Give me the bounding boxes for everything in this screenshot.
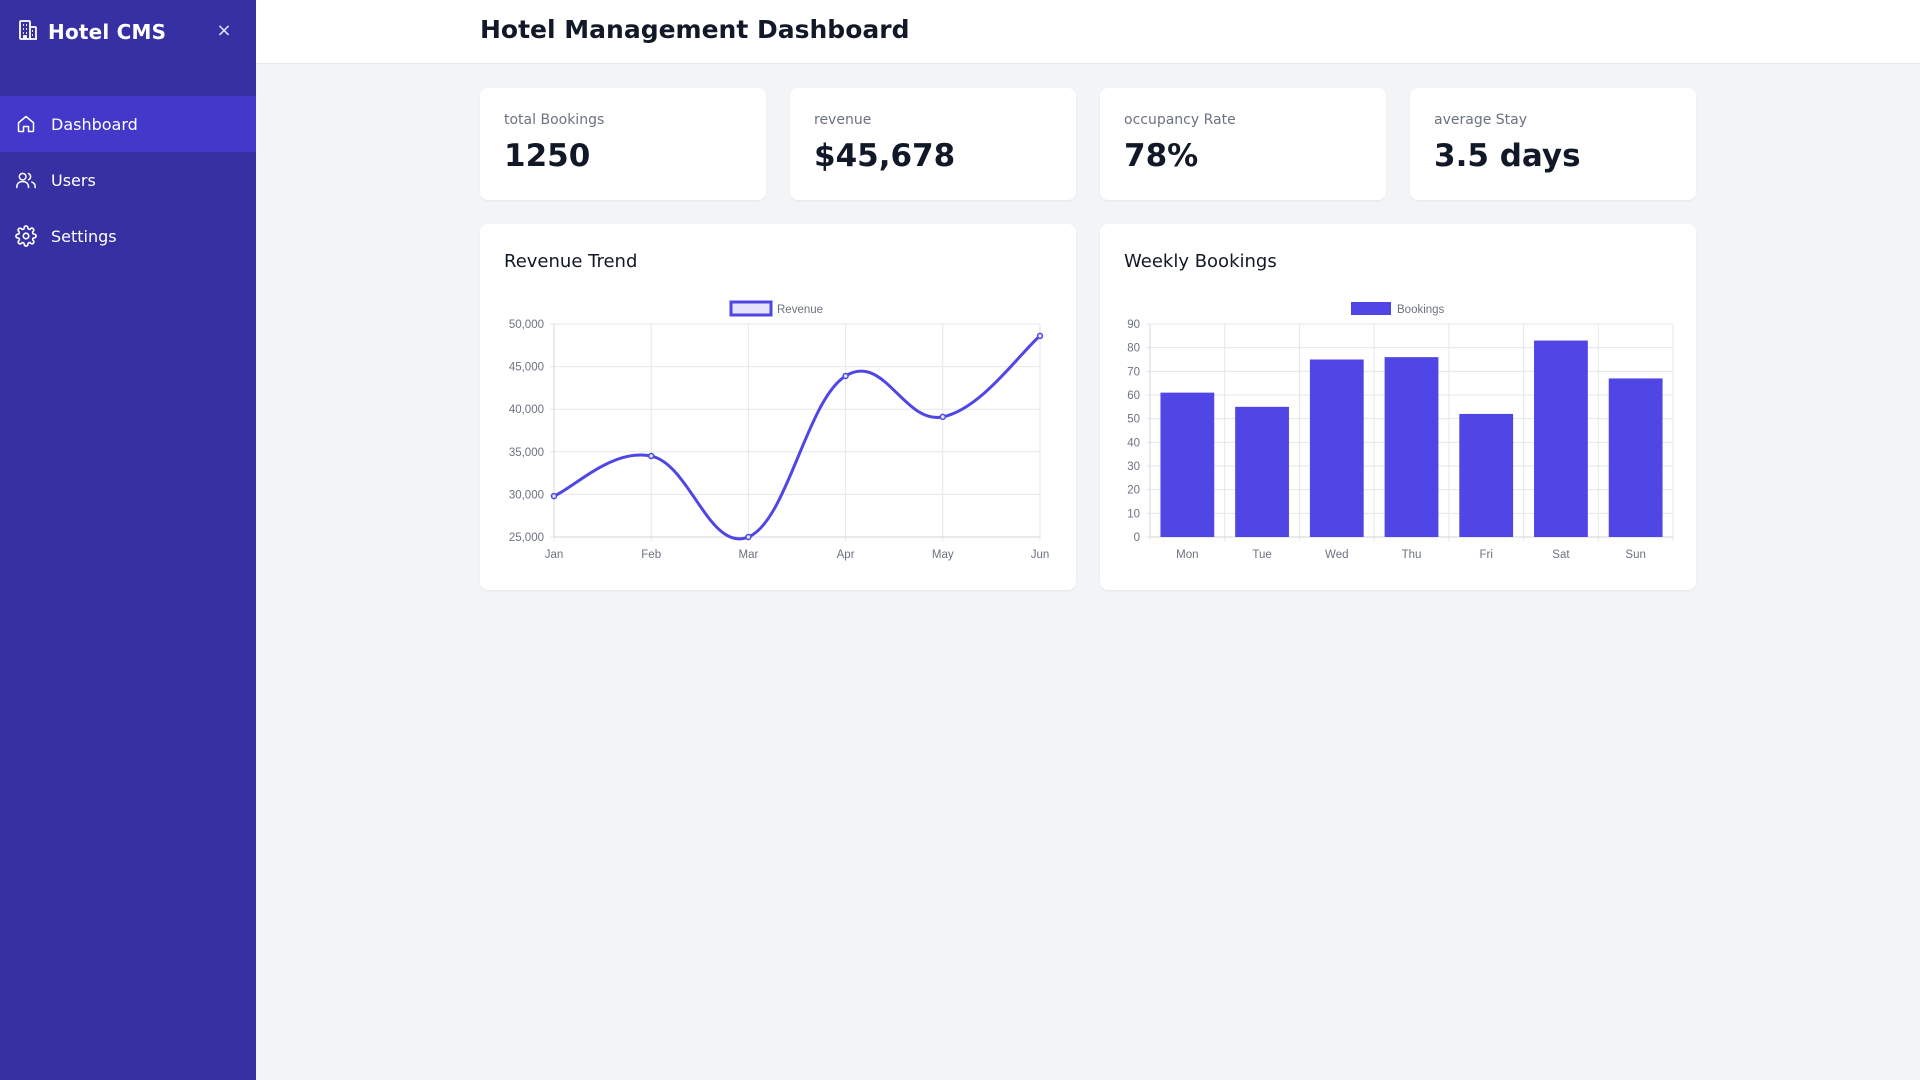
y-tick-label: 50,000 [509, 319, 544, 331]
legend-swatch [729, 300, 773, 317]
bookings-bar [1608, 378, 1663, 537]
y-tick-label: 25,000 [509, 532, 544, 544]
bookings-bar [1459, 413, 1514, 537]
revenue-data-point [745, 533, 752, 541]
stat-value: $45,678 [814, 138, 956, 174]
sidebar-item-dashboard[interactable]: Dashboard [0, 96, 256, 152]
top-header: Hotel Management Dashboard [256, 0, 1920, 64]
sidebar-item-label: Users [51, 170, 96, 190]
chart-title: Weekly Bookings [1124, 251, 1277, 272]
stat-value: 3.5 days [1434, 138, 1581, 174]
stat-value: 1250 [504, 138, 591, 174]
stat-label: revenue [814, 112, 872, 128]
revenue-trend-card: Revenue Trend 25,000 30,000 35,000 40,000 45… [480, 224, 1076, 590]
x-tick-label: Feb [641, 549, 661, 561]
x-tick-label: Sun [1625, 549, 1645, 561]
stat-label: total Bookings [504, 112, 605, 128]
y-tick-label: 60 [1127, 390, 1140, 402]
x-tick-label: Sat [1552, 549, 1570, 561]
x-tick-label: Tue [1252, 549, 1271, 561]
bookings-bar [1534, 340, 1588, 537]
y-tick-label: 70 [1127, 366, 1140, 378]
brand-title: Hotel CMS [48, 20, 167, 44]
chart-title: Revenue Trend [504, 251, 638, 272]
y-tick-label: 30,000 [509, 489, 544, 501]
stat-label: occupancy Rate [1124, 112, 1236, 128]
sidebar-item-label: Dashboard [51, 114, 138, 134]
hotel-building-icon [18, 19, 38, 45]
stat-label: average Stay [1434, 112, 1528, 128]
y-tick-label: 35,000 [509, 447, 544, 459]
sidebar-item-users[interactable]: Users [0, 152, 256, 208]
legend-label: Revenue [777, 304, 823, 316]
x-tick-label: Jun [1031, 549, 1050, 561]
y-tick-label: 45,000 [509, 362, 544, 374]
bookings-bar [1309, 359, 1364, 537]
revenue-data-point [939, 413, 947, 421]
revenue-data-point [842, 372, 849, 380]
y-tick-label: 30 [1127, 461, 1140, 473]
x-tick-label: Apr [837, 549, 855, 561]
revenue-line-chart: 25,000 30,000 35,000 40,000 45,000 50,000 Jan F… [509, 300, 1050, 561]
brand: Hotel CMS [18, 19, 166, 45]
x-tick-label: Fri [1480, 549, 1493, 561]
close-sidebar-button[interactable]: × [216, 20, 232, 41]
y-tick-label: 40,000 [509, 404, 544, 416]
bookings-bar [1160, 392, 1215, 537]
bookings-bar-chart: 0 10 20 30 40 50 60 70 80 90 Bookings Mon Tue Wed Thu F… [1127, 302, 1674, 561]
sidebar-nav: Dashboard Users Settings [0, 96, 256, 264]
revenue-data-point [1036, 332, 1044, 340]
sidebar-item-settings[interactable]: Settings [0, 208, 256, 264]
page-title: Hotel Management Dashboard [480, 15, 910, 44]
legend-label: Bookings [1397, 304, 1445, 316]
x-tick-label: Wed [1325, 549, 1348, 561]
x-tick-label: Jan [545, 549, 564, 561]
bookings-bar [1235, 406, 1289, 537]
weekly-bookings-card: Weekly Bookings 0 10 20 30 40 50 60 70 80 90 Booki… [1100, 224, 1696, 590]
x-tick-label: May [932, 549, 954, 561]
gear-icon [15, 225, 37, 247]
y-tick-label: 20 [1127, 485, 1140, 497]
y-tick-label: 40 [1127, 437, 1140, 449]
stat-value: 78% [1124, 138, 1199, 174]
y-tick-label: 10 [1127, 508, 1140, 520]
y-tick-label: 80 [1127, 343, 1140, 355]
revenue-data-point [550, 492, 558, 500]
y-tick-label: 0 [1134, 532, 1140, 544]
x-tick-label: Thu [1402, 549, 1422, 561]
bookings-bar [1384, 357, 1439, 537]
revenue-data-point [647, 452, 655, 460]
sidebar: Hotel CMS × Dashboard Users [0, 0, 256, 1080]
y-tick-label: 50 [1127, 414, 1140, 426]
x-tick-label: Mon [1176, 549, 1198, 561]
stat-card-total-bookings: total Bookings 1250 [480, 88, 766, 200]
legend-swatch [1351, 302, 1391, 315]
x-tick-label: Mar [738, 549, 758, 561]
stat-card-occupancy-rate: occupancy Rate 78% [1100, 88, 1386, 200]
home-icon [15, 113, 37, 135]
y-tick-label: 90 [1127, 319, 1140, 331]
users-icon [15, 169, 37, 191]
stat-card-revenue: revenue $45,678 [790, 88, 1076, 200]
sidebar-item-label: Settings [51, 226, 117, 246]
stat-card-average-stay: average Stay 3.5 days [1410, 88, 1696, 200]
